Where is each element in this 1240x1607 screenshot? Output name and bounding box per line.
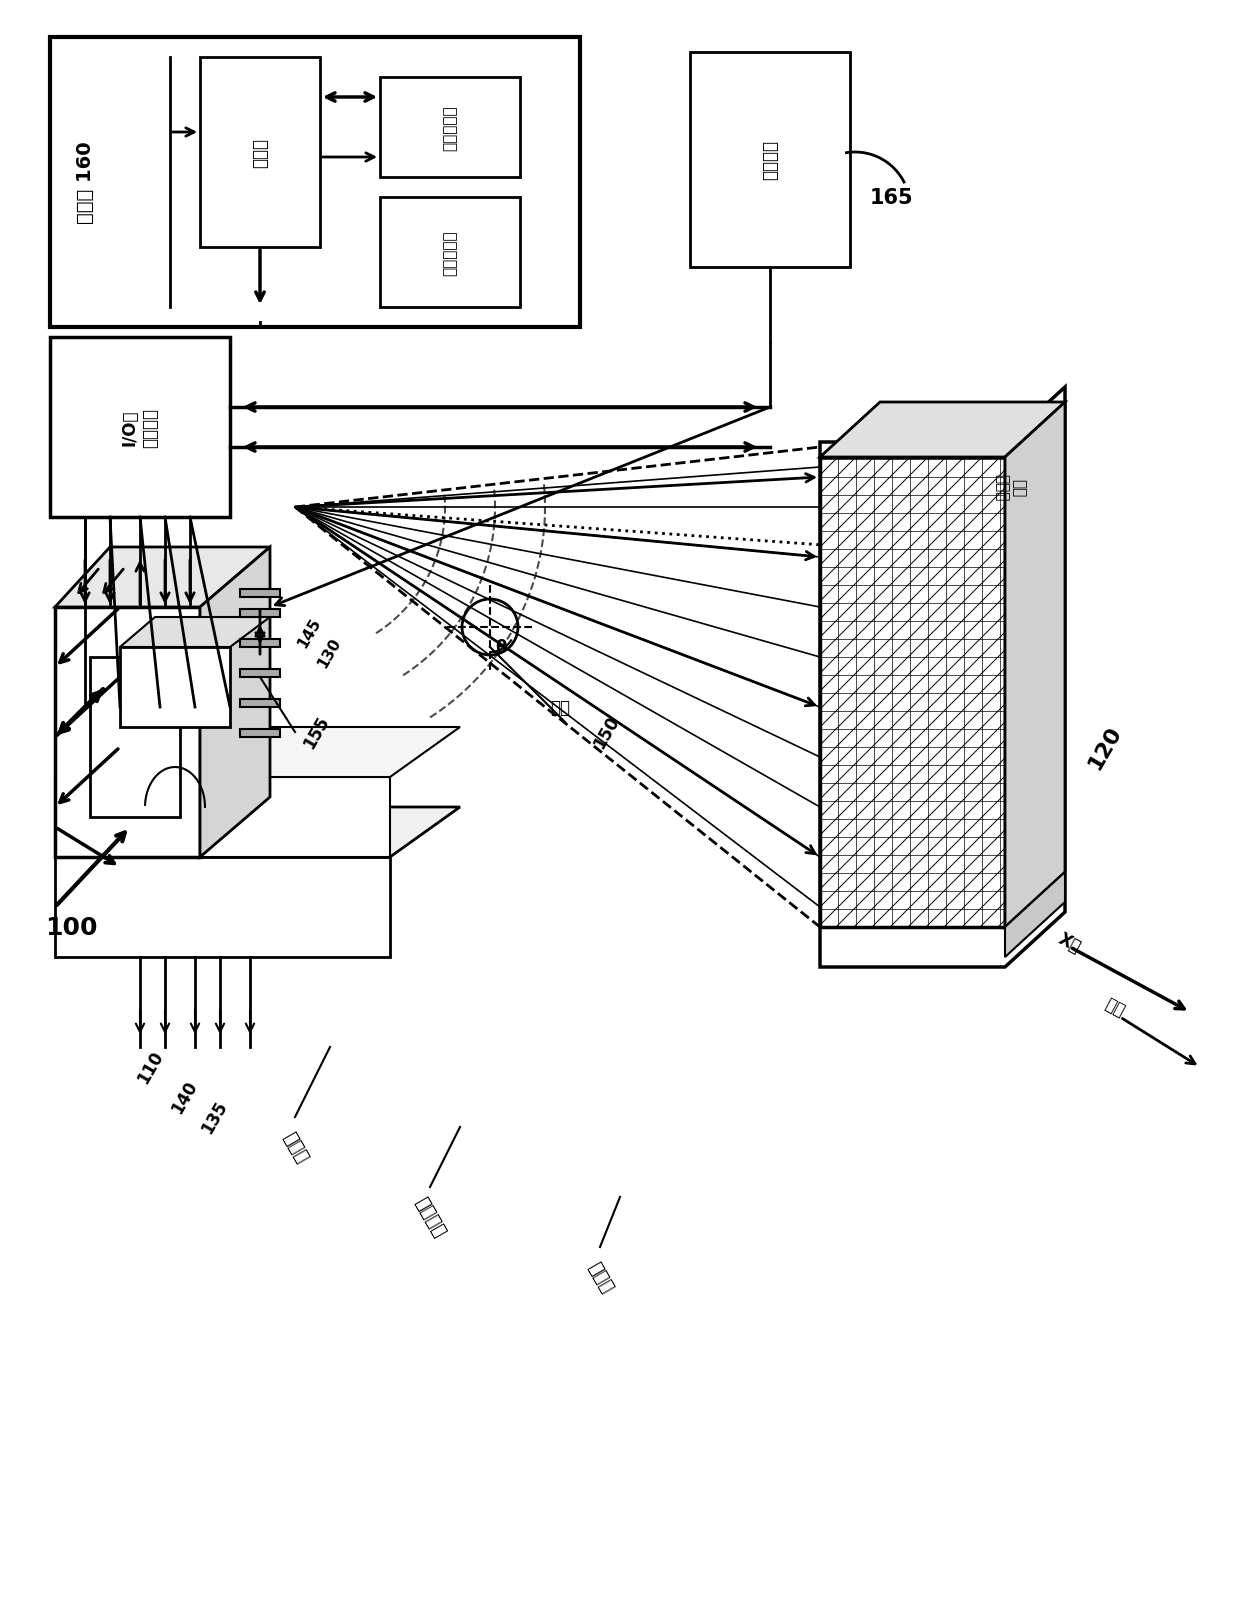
Bar [379, 79, 520, 178]
Polygon shape [120, 648, 229, 728]
Polygon shape [55, 728, 460, 778]
Polygon shape [820, 458, 1004, 927]
Text: 控制器 160: 控制器 160 [76, 141, 94, 223]
Polygon shape [55, 858, 391, 958]
Text: 120: 120 [1085, 723, 1126, 773]
Text: 数据存储器: 数据存储器 [443, 104, 458, 151]
Text: 扫描轴: 扫描轴 [584, 1258, 616, 1295]
Text: X轴: X轴 [1055, 929, 1084, 956]
Bar [241, 590, 280, 598]
Text: I/O端
口处理器: I/O端 口处理器 [120, 408, 160, 448]
Bar [241, 640, 280, 648]
Polygon shape [120, 617, 270, 648]
Bar [241, 699, 280, 707]
Bar [241, 609, 280, 617]
Bar [50, 337, 229, 517]
Polygon shape [55, 548, 270, 607]
Text: θ: θ [495, 638, 506, 657]
Text: 135: 135 [198, 1098, 232, 1136]
Text: 指令存储器: 指令存储器 [443, 230, 458, 276]
Bar [200, 58, 320, 247]
Polygon shape [1004, 873, 1065, 958]
Text: 投影线: 投影线 [279, 1128, 311, 1165]
Bar [91, 657, 180, 818]
Text: 150: 150 [590, 714, 622, 752]
Bar [50, 39, 580, 328]
Bar [689, 53, 849, 268]
Polygon shape [1004, 403, 1065, 927]
Bar [379, 198, 520, 309]
Text: 130: 130 [315, 635, 343, 670]
Text: 165: 165 [870, 188, 914, 207]
Polygon shape [55, 807, 460, 858]
Polygon shape [200, 548, 270, 858]
Text: 对象: 对象 [551, 699, 570, 717]
Text: 景入: 景入 [1102, 995, 1128, 1020]
Polygon shape [55, 607, 200, 858]
Text: 用户接口: 用户接口 [761, 140, 779, 180]
Bar [241, 670, 280, 678]
Text: 处理器: 处理器 [250, 138, 269, 167]
Text: 155: 155 [300, 714, 332, 752]
Polygon shape [820, 403, 1065, 458]
Text: 放射射线: 放射射线 [412, 1194, 449, 1241]
Bar [241, 730, 280, 738]
Text: 像素
检测器: 像素 检测器 [993, 474, 1027, 501]
Text: 140: 140 [169, 1078, 201, 1117]
Polygon shape [55, 778, 391, 858]
Text: 145: 145 [295, 615, 324, 651]
Text: 110: 110 [134, 1048, 166, 1086]
Text: 100: 100 [45, 916, 98, 940]
